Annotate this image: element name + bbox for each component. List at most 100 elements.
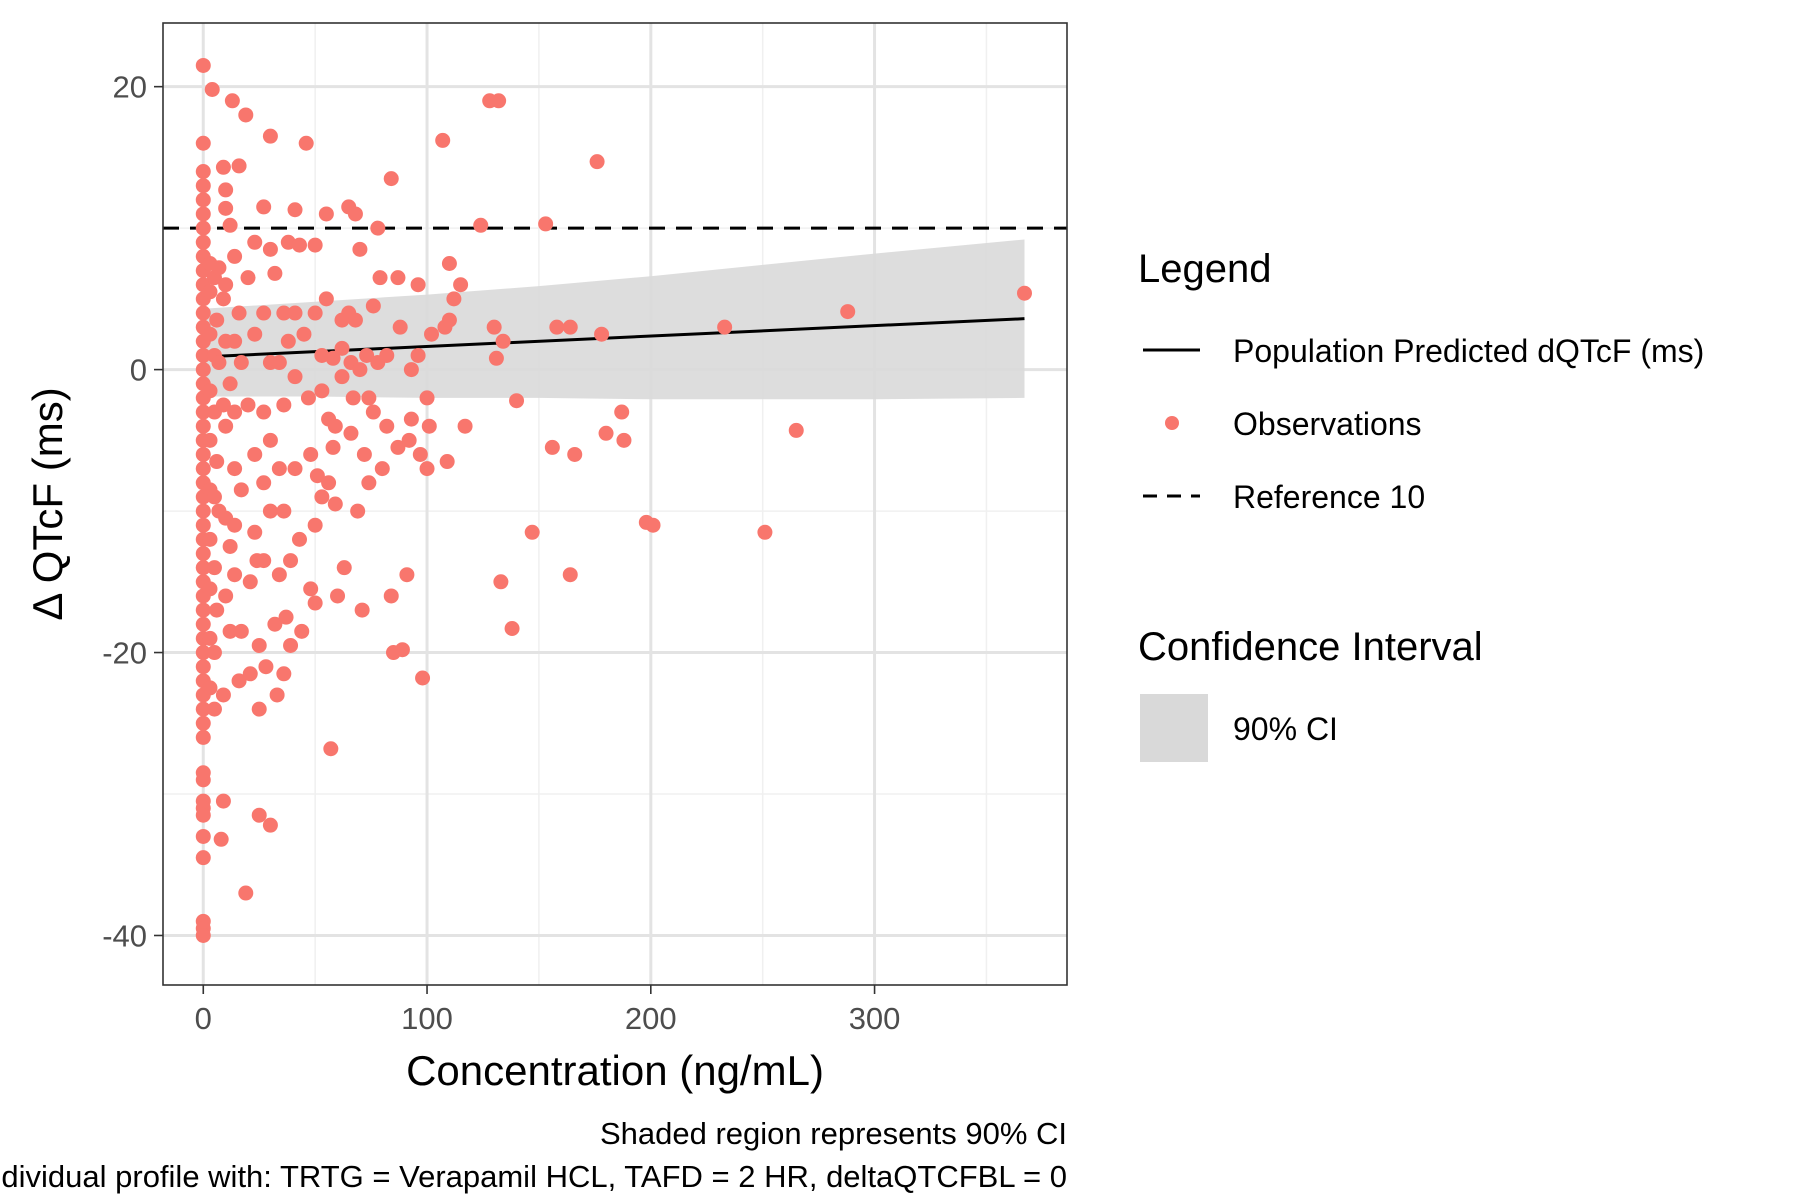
observation-point <box>195 850 211 866</box>
observation-point <box>218 200 234 216</box>
observation-point <box>390 439 406 455</box>
observation-point <box>412 446 428 462</box>
observation-point <box>307 305 323 321</box>
observation-point <box>202 284 218 300</box>
observation-point <box>392 319 408 335</box>
observation-point <box>227 404 243 420</box>
observation-point <box>323 741 339 757</box>
observation-point <box>410 277 426 293</box>
observation-point <box>307 237 323 253</box>
observation-point <box>544 439 560 455</box>
observation-point <box>383 588 399 604</box>
observation-point <box>383 171 399 187</box>
observation-point <box>215 793 231 809</box>
observation-point <box>287 202 303 218</box>
observation-point <box>424 326 440 342</box>
observation-point <box>403 411 419 427</box>
observation-point <box>361 475 377 491</box>
observation-point <box>309 468 325 484</box>
observation-point <box>271 567 287 583</box>
x-axis-title: Concentration (ng/mL) <box>406 1047 824 1094</box>
observation-point <box>567 446 583 462</box>
observation-point <box>291 531 307 547</box>
observation-point <box>202 383 218 399</box>
observation-point <box>233 355 249 371</box>
observation-point <box>296 326 312 342</box>
observation-point <box>213 831 229 847</box>
observation-point <box>195 418 211 434</box>
observation-point <box>495 333 511 349</box>
observation-point <box>195 305 211 321</box>
observation-point <box>287 305 303 321</box>
observation-point <box>195 715 211 731</box>
observation-point <box>419 390 435 406</box>
observation-point <box>307 595 323 611</box>
observation-point <box>222 217 238 233</box>
observation-point <box>379 418 395 434</box>
observation-point <box>195 560 211 576</box>
observation-point <box>757 524 773 540</box>
ci-band <box>203 239 1025 400</box>
observation-point <box>195 206 211 222</box>
observation-point <box>231 305 247 321</box>
observation-point <box>350 503 366 519</box>
observation-point <box>222 538 238 554</box>
observation-point <box>195 927 211 943</box>
observation-point <box>410 347 426 363</box>
observation-point <box>262 817 278 833</box>
observation-point <box>271 461 287 477</box>
observation-point <box>206 560 222 576</box>
observation-point <box>206 645 222 661</box>
y-axis-title: Δ QTcF (ms) <box>24 387 71 620</box>
observation-point <box>276 397 292 413</box>
observation-point <box>240 270 256 286</box>
observation-point <box>242 666 258 682</box>
observation-point <box>421 418 437 434</box>
observation-point <box>336 560 352 576</box>
observation-point <box>334 340 350 356</box>
observation-point <box>227 567 243 583</box>
observation-point <box>238 107 254 123</box>
observation-point <box>379 347 395 363</box>
observation-point <box>347 206 363 222</box>
observation-point <box>473 217 489 233</box>
observation-point <box>788 422 804 438</box>
observation-point <box>645 517 661 533</box>
observation-point <box>247 234 263 250</box>
observation-point <box>195 362 211 378</box>
observation-point <box>314 489 330 505</box>
observation-point <box>441 256 457 271</box>
observation-point <box>419 461 435 477</box>
ci-legend-title: Confidence Interval <box>1138 625 1483 669</box>
observation-point <box>493 574 509 590</box>
observation-point <box>195 135 211 151</box>
legend-label-ci: 90% CI <box>1233 711 1338 747</box>
observation-point <box>446 291 462 307</box>
x-tick-label: 300 <box>849 1001 901 1036</box>
observation-point <box>209 312 225 328</box>
observation-point <box>390 270 406 286</box>
observation-point <box>195 517 211 533</box>
observation-point <box>195 234 211 250</box>
observation-point <box>218 277 234 293</box>
observation-point <box>222 623 238 639</box>
observation-point <box>195 347 211 363</box>
observation-point <box>321 475 337 491</box>
observation-point <box>262 503 278 519</box>
observation-point <box>222 376 238 392</box>
x-tick-label: 100 <box>401 1001 453 1036</box>
observation-point <box>195 701 211 717</box>
observation-point <box>334 369 350 385</box>
observation-point <box>202 432 218 448</box>
legend-label-observations: Observations <box>1233 406 1422 442</box>
observation-point <box>614 404 630 420</box>
observation-point <box>374 461 390 477</box>
observation-point <box>251 701 267 717</box>
observation-point <box>435 132 451 148</box>
observation-point <box>195 404 211 420</box>
observation-point <box>258 659 274 675</box>
observation-point <box>195 546 211 562</box>
observation-point <box>231 158 247 174</box>
observation-point <box>195 446 211 462</box>
observation-point <box>242 574 258 590</box>
